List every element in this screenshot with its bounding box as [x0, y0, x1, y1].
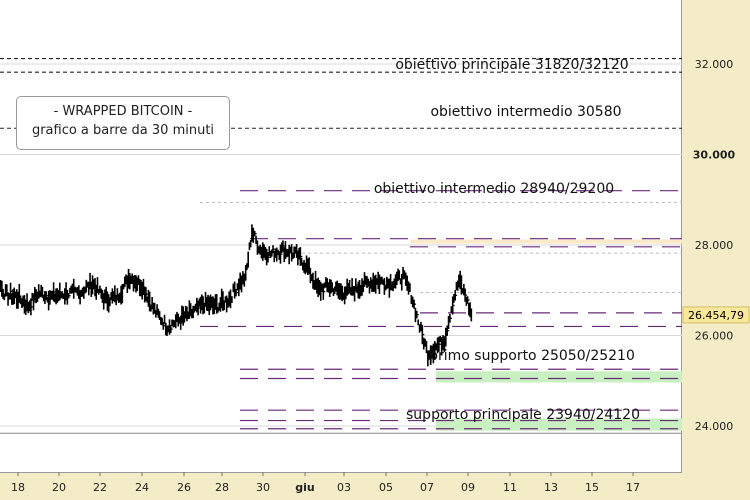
- x-tick-label: 24: [135, 481, 149, 494]
- x-tick-label: 30: [256, 481, 270, 494]
- x-tick-label: giu: [295, 481, 314, 494]
- x-tick-label: 15: [585, 481, 599, 494]
- x-tick-label: 28: [215, 481, 229, 494]
- level-label: obiettivo intermedio 30580: [430, 104, 621, 120]
- last-price-box: [682, 306, 750, 324]
- y-axis-panel: [682, 0, 750, 500]
- chart-title: - WRAPPED BITCOIN -: [53, 104, 193, 119]
- x-tick-label: 09: [461, 481, 475, 494]
- y-tick-label: 32.000: [695, 58, 734, 71]
- level-label: obiettivo intermedio 28940/29200: [374, 181, 614, 197]
- chart-title-box: - WRAPPED BITCOIN - grafico a barre da 3…: [16, 96, 230, 150]
- x-tick-label: 05: [379, 481, 393, 494]
- x-tick-label: 13: [544, 481, 558, 494]
- x-tick-label: 03: [337, 481, 351, 494]
- y-tick-label: 24.000: [695, 420, 734, 433]
- x-tick-label: 22: [93, 481, 107, 494]
- support-band: [436, 418, 682, 431]
- last-price-label: 26.454,79: [688, 309, 744, 322]
- x-axis-panel: [0, 472, 682, 500]
- level-label: obiettivo principale 31820/32120: [395, 57, 628, 73]
- x-tick-label: 20: [52, 481, 66, 494]
- y-tick-label: 26.000: [695, 330, 734, 343]
- chart-subtitle: grafico a barre da 30 minuti: [31, 123, 215, 138]
- x-tick-label: 17: [626, 481, 640, 494]
- level-label: supporto principale 23940/24120: [406, 407, 640, 423]
- y-tick-label: 28.000: [695, 239, 734, 252]
- x-tick-label: 07: [420, 481, 434, 494]
- x-tick-label: 26: [177, 481, 191, 494]
- x-tick-label: 18: [11, 481, 25, 494]
- x-tick-label: 11: [503, 481, 517, 494]
- resistance-band: [410, 239, 682, 244]
- y-tick-label: 30.000: [693, 149, 736, 162]
- level-label: primo supporto 25050/25210: [429, 348, 635, 364]
- support-band: [436, 371, 682, 383]
